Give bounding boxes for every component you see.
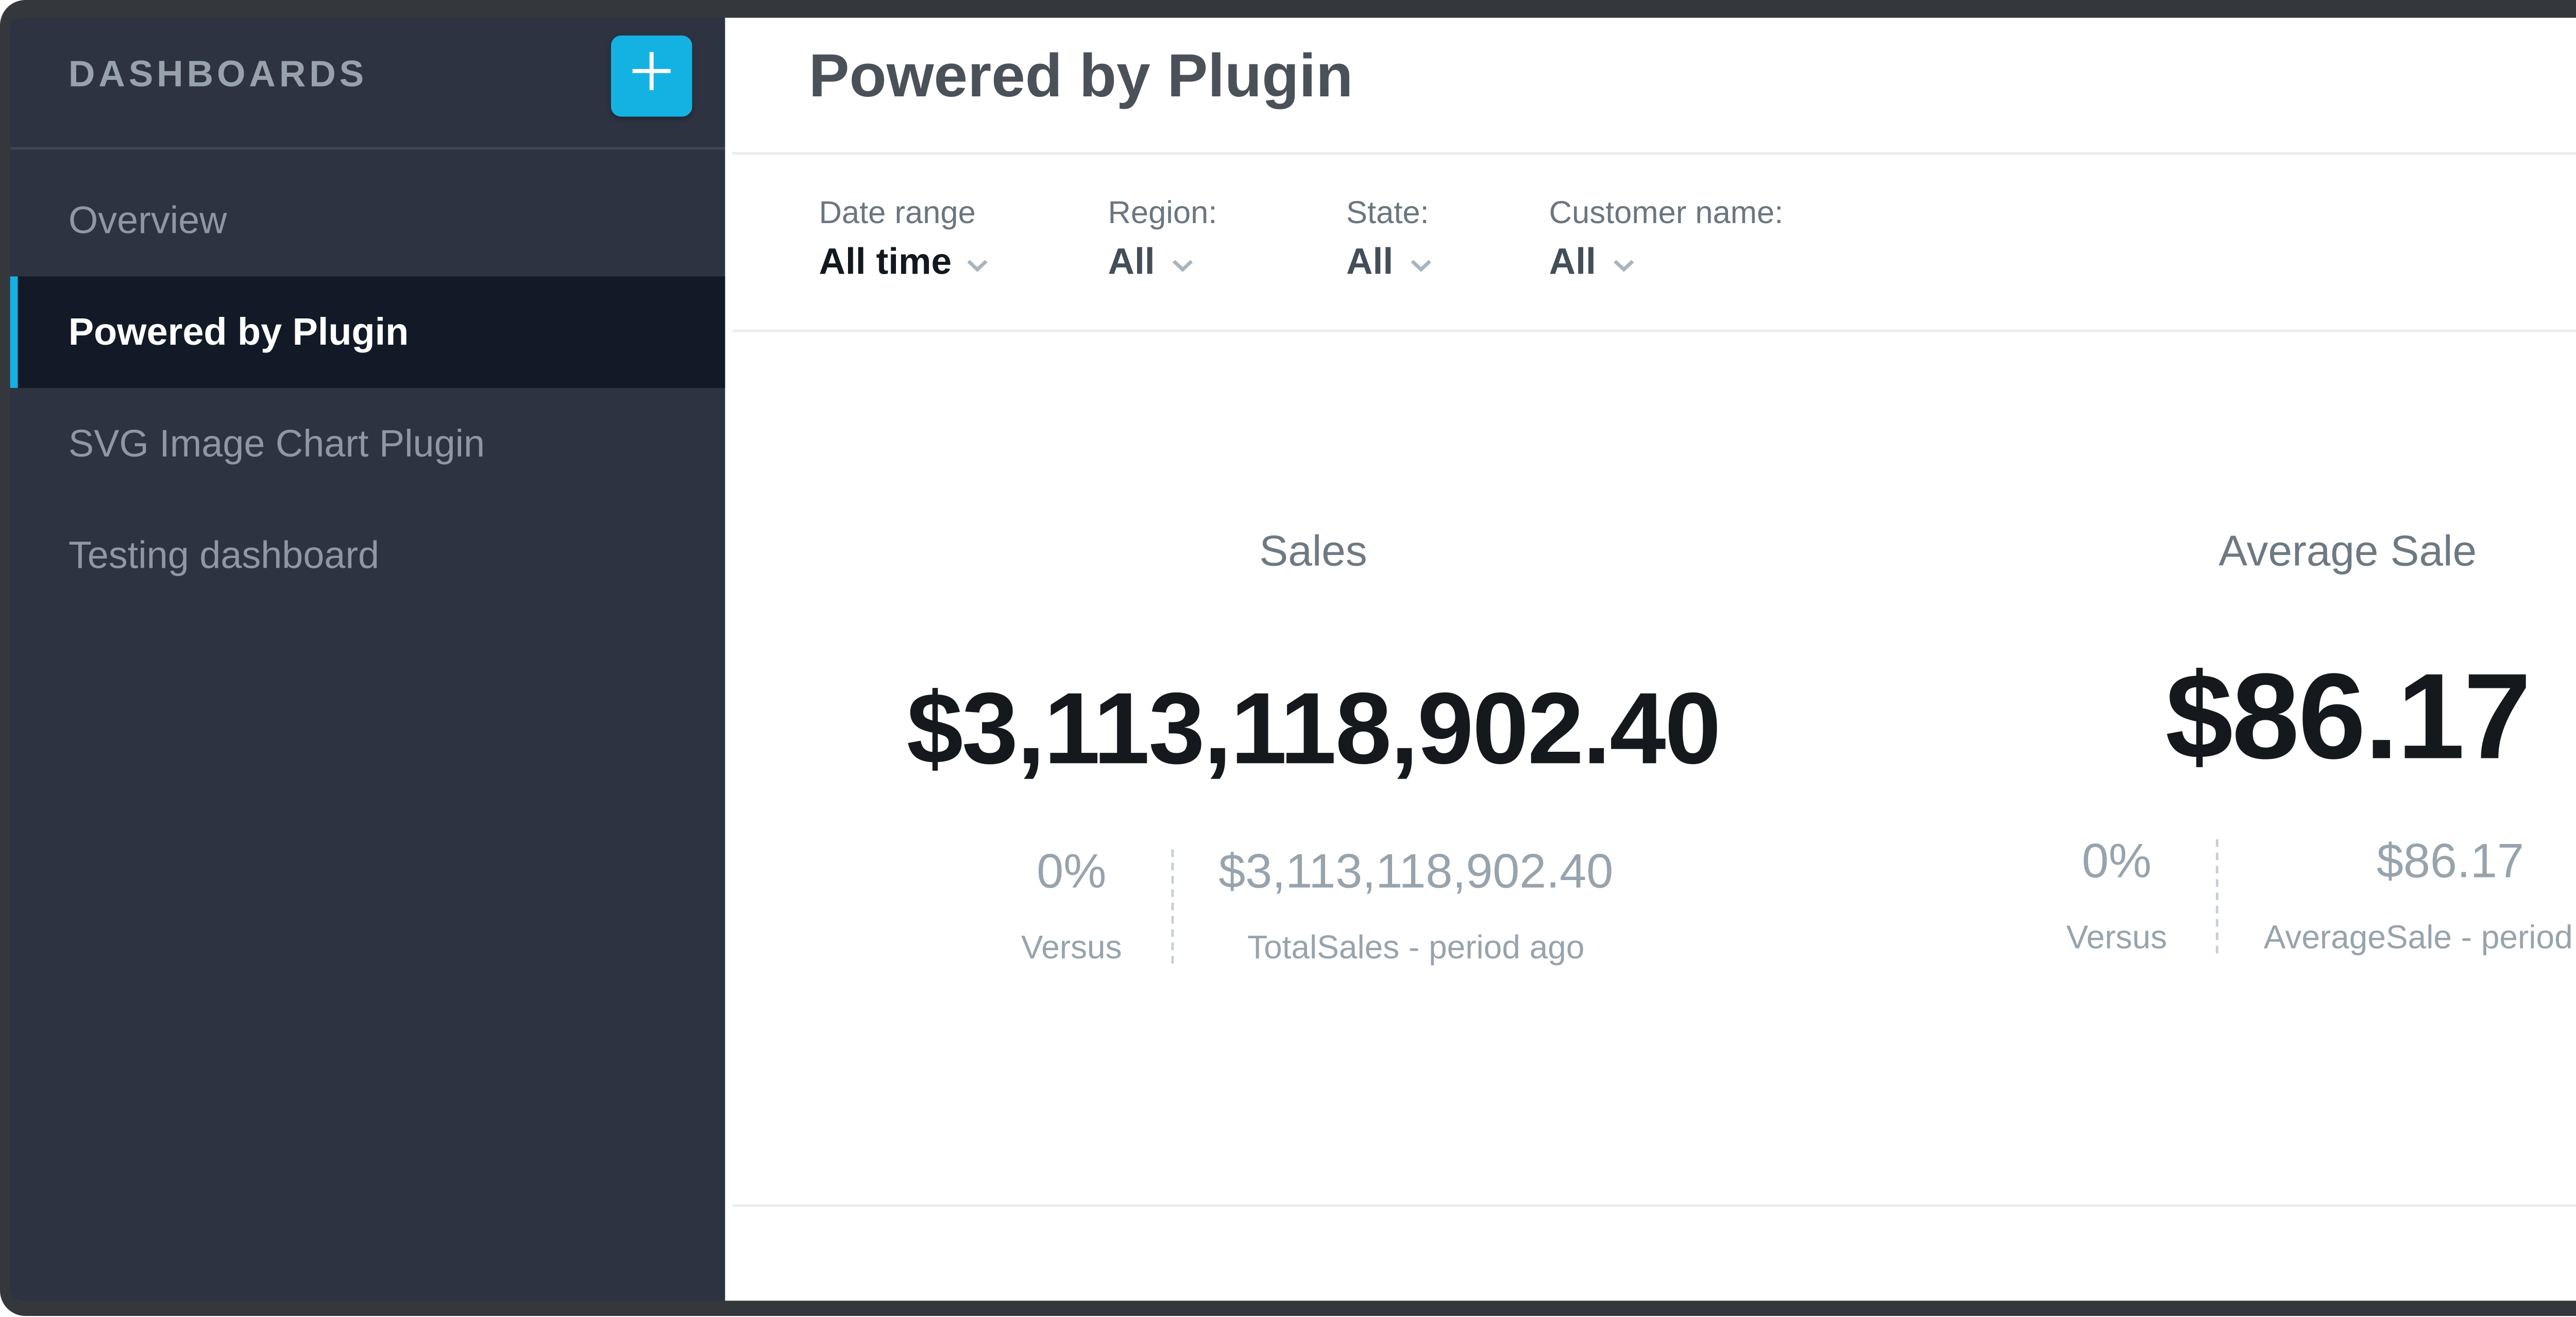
- page-title: Powered by Plugin: [808, 43, 1353, 112]
- kpi-comparison: 0% Versus $3,113,118,902.40 TotalSales -…: [730, 845, 1896, 969]
- chevron-down-icon: [1170, 241, 1193, 286]
- dashed-divider: [1170, 849, 1173, 964]
- sidebar-item-powered-by-plugin[interactable]: Powered by Plugin: [7, 276, 725, 388]
- kpi-versus-label: Versus: [1021, 928, 1122, 966]
- sidebar-title: DASHBOARDS: [68, 56, 368, 96]
- header-divider: [733, 152, 2576, 155]
- sidebar-item-label: Overview: [68, 199, 227, 242]
- plus-icon: [629, 47, 674, 105]
- sidebar-item-label: SVG Image Chart Plugin: [68, 422, 485, 465]
- chevron-down-icon: [1409, 241, 1431, 286]
- kpi-average-sale[interactable]: Average Sale $86.17 0% Versus $86.17 Ave…: [1790, 528, 2576, 959]
- filter-value: All: [1346, 243, 1394, 284]
- kpi-title: Sales: [1259, 527, 1367, 576]
- kpi-compare-label: AverageSale - period ago: [2263, 918, 2576, 956]
- sidebar-header: DASHBOARDS: [7, 8, 725, 150]
- kpi-sales[interactable]: Sales $3,113,118,902.40 0% Versus $3,113…: [730, 528, 1896, 969]
- kpi-change-percent: 0%: [2081, 836, 2152, 890]
- chevron-down-icon: [1611, 241, 1634, 286]
- filter-state[interactable]: State: All: [1346, 193, 1431, 286]
- kpi-compare-label: TotalSales - period ago: [1247, 928, 1585, 966]
- kpi-value: $86.17: [2165, 651, 2531, 786]
- filter-customer-name[interactable]: Customer name: All: [1549, 193, 1784, 286]
- sidebar-item-testing-dashboard[interactable]: Testing dashboard: [8, 499, 725, 611]
- filter-bar-divider: [733, 329, 2576, 332]
- filter-label: Region:: [1108, 195, 1217, 231]
- sidebar-item-label: Powered by Plugin: [68, 310, 409, 354]
- filter-value: All time: [819, 243, 952, 284]
- sidebar-item-svg-image-chart-plugin[interactable]: SVG Image Chart Plugin: [8, 388, 725, 500]
- filter-label: State:: [1346, 195, 1429, 231]
- kpi-comparison: 0% Versus $86.17 AverageSale - period ag…: [1790, 834, 2576, 958]
- add-dashboard-button[interactable]: [611, 35, 692, 117]
- filter-value: All: [1549, 243, 1596, 284]
- kpi-compare-value: $86.17: [2376, 836, 2524, 890]
- footer-divider: [733, 1204, 2576, 1207]
- filter-date-range[interactable]: Date range All time: [819, 193, 990, 286]
- chevron-down-icon: [967, 241, 990, 286]
- filter-label: Date range: [819, 195, 976, 231]
- kpi-change-percent: 0%: [1037, 847, 1107, 900]
- filter-value: All: [1108, 243, 1155, 284]
- kpi-versus-label: Versus: [2066, 918, 2167, 956]
- sidebar: DASHBOARDS Overview Powered by Plugin SV…: [7, 7, 725, 1310]
- kpi-title: Average Sale: [2218, 527, 2477, 576]
- sidebar-item-overview[interactable]: Overview: [8, 165, 725, 277]
- sidebar-nav: Overview Powered by Plugin SVG Image Cha…: [7, 165, 725, 611]
- filter-label: Customer name:: [1549, 195, 1784, 231]
- dashed-divider: [2215, 839, 2218, 954]
- kpi-value: $3,113,118,902.40: [906, 674, 1721, 786]
- sidebar-item-label: Testing dashboard: [68, 533, 380, 577]
- filter-region[interactable]: Region: All: [1108, 193, 1217, 286]
- kpi-compare-value: $3,113,118,902.40: [1218, 847, 1614, 900]
